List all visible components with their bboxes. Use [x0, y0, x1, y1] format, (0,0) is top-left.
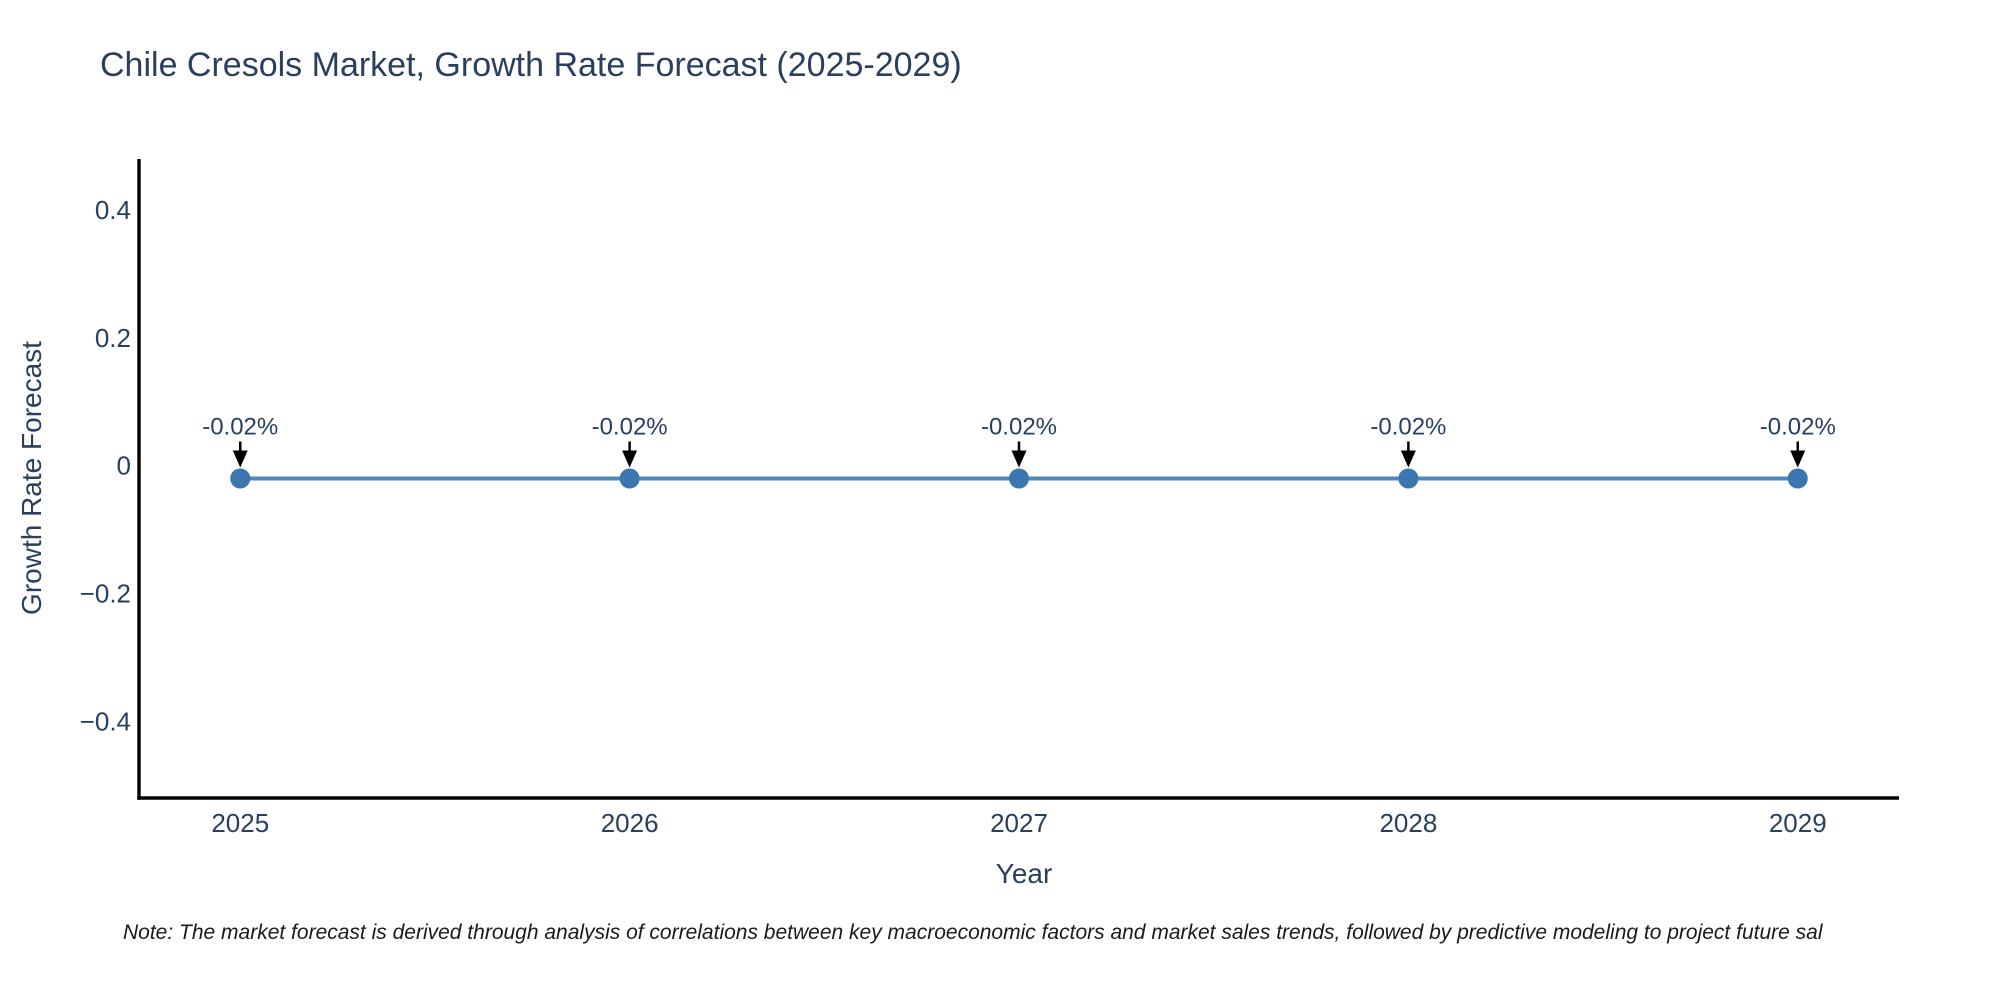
annotation-arrow-head	[622, 450, 638, 468]
y-tick-label: 0.4	[95, 195, 131, 225]
point-annotation: -0.02%	[981, 414, 1057, 441]
x-tick-label: 2025	[211, 808, 269, 838]
data-point-marker[interactable]	[1398, 468, 1419, 489]
annotation-arrow-head	[1790, 450, 1806, 468]
point-annotation: -0.02%	[1760, 414, 1836, 441]
y-tick-label: 0	[117, 451, 131, 481]
annotation-arrow-head	[1400, 450, 1416, 468]
data-point-marker[interactable]	[619, 468, 640, 489]
point-annotation: -0.02%	[1370, 414, 1446, 441]
annotation-arrow-head	[1011, 450, 1027, 468]
y-tick-label: −0.4	[80, 706, 131, 736]
y-tick-label: 0.2	[95, 323, 131, 353]
data-point-marker[interactable]	[1009, 468, 1029, 489]
x-axis-title: Year	[995, 858, 1053, 889]
footnote: Note: The market forecast is derived thr…	[123, 921, 1823, 944]
x-tick-label: 2028	[1379, 808, 1437, 838]
point-annotation: -0.02%	[202, 414, 278, 441]
point-annotation: -0.02%	[592, 414, 668, 441]
x-tick-label: 2029	[1769, 808, 1827, 838]
data-point-marker[interactable]	[1787, 468, 1808, 489]
x-tick-label: 2026	[601, 808, 659, 838]
chart-title: Chile Cresols Market, Growth Rate Foreca…	[100, 46, 962, 84]
y-tick-label: −0.2	[80, 579, 131, 609]
data-point-marker[interactable]	[230, 468, 251, 489]
x-tick-label: 2027	[990, 808, 1048, 838]
annotation-arrow-head	[232, 450, 248, 468]
